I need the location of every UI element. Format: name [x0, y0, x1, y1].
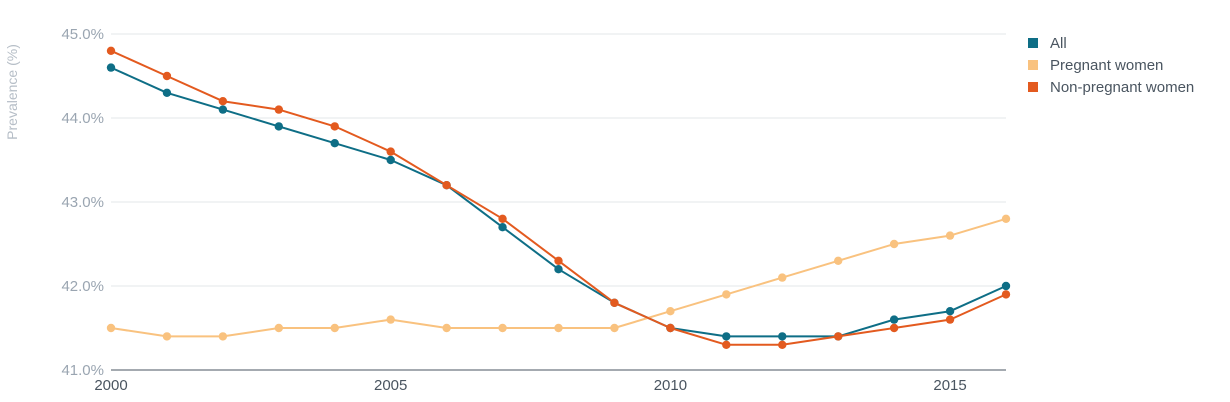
- data-point[interactable]: [274, 105, 284, 114]
- data-point[interactable]: [945, 307, 955, 316]
- x-tick-labels: 2000 2005 2010 2015: [94, 377, 966, 394]
- data-point[interactable]: [106, 46, 116, 55]
- y-tick-label: 42.0%: [61, 278, 104, 295]
- data-point[interactable]: [833, 332, 843, 341]
- legend-item[interactable]: Pregnant women: [1028, 54, 1194, 76]
- legend-label: Non-pregnant women: [1050, 78, 1195, 96]
- data-point[interactable]: [778, 340, 787, 349]
- data-point[interactable]: [554, 256, 563, 265]
- data-point[interactable]: [889, 323, 899, 333]
- x-tick-label: 2015: [933, 377, 966, 394]
- y-tick-label: 41.0%: [61, 362, 104, 379]
- data-point[interactable]: [945, 231, 955, 240]
- data-point[interactable]: [1001, 281, 1011, 291]
- data-point[interactable]: [330, 122, 339, 131]
- data-point[interactable]: [1001, 214, 1011, 223]
- data-point[interactable]: [106, 63, 116, 72]
- data-point[interactable]: [1001, 290, 1011, 299]
- data-point[interactable]: [498, 223, 507, 232]
- data-point[interactable]: [218, 97, 228, 106]
- data-point[interactable]: [274, 122, 284, 131]
- data-point[interactable]: [162, 71, 172, 81]
- legend-item[interactable]: Non-pregnant women: [1028, 76, 1194, 98]
- legend-item[interactable]: All: [1028, 32, 1194, 54]
- data-point[interactable]: [218, 105, 228, 114]
- series-line: [110, 217, 1007, 338]
- series-1: [106, 214, 1011, 341]
- data-point[interactable]: [386, 155, 395, 165]
- data-point[interactable]: [889, 315, 899, 324]
- data-point[interactable]: [554, 323, 563, 333]
- data-point[interactable]: [442, 181, 451, 190]
- x-tick-label: 2000: [94, 377, 127, 394]
- data-point[interactable]: [778, 273, 787, 282]
- legend-swatch: [1028, 60, 1038, 70]
- legend-label: Pregnant women: [1050, 56, 1164, 74]
- y-tick-label: 44.0%: [61, 110, 104, 127]
- data-point[interactable]: [778, 332, 787, 341]
- data-point[interactable]: [330, 139, 339, 148]
- data-point[interactable]: [386, 315, 395, 324]
- data-point[interactable]: [610, 323, 619, 333]
- legend-label: All: [1050, 34, 1067, 52]
- chart-legend: All Pregnant women Non-pregnant women: [1028, 32, 1194, 98]
- grid-lines: [111, 33, 1006, 371]
- series-line: [110, 49, 1007, 346]
- data-point[interactable]: [889, 239, 899, 249]
- x-tick-label: 2005: [374, 377, 407, 394]
- data-point[interactable]: [722, 290, 731, 299]
- y-tick-label: 45.0%: [61, 26, 104, 43]
- x-tick-label: 2010: [654, 377, 687, 394]
- y-axis-title: Prevalence (%): [4, 44, 20, 140]
- y-tick-label: 43.0%: [61, 194, 104, 211]
- data-point[interactable]: [498, 214, 507, 223]
- data-point[interactable]: [722, 340, 731, 349]
- y-tick-labels: 41.0% 42.0% 43.0% 44.0% 45.0%: [61, 26, 104, 379]
- data-point[interactable]: [554, 265, 563, 274]
- data-point[interactable]: [218, 332, 228, 341]
- data-point[interactable]: [722, 332, 731, 341]
- data-point[interactable]: [666, 307, 675, 316]
- data-point[interactable]: [833, 256, 843, 265]
- data-point[interactable]: [945, 315, 955, 324]
- data-point[interactable]: [610, 298, 619, 307]
- legend-swatch: [1028, 82, 1038, 92]
- data-point[interactable]: [162, 332, 172, 341]
- data-point[interactable]: [386, 147, 395, 156]
- data-point[interactable]: [274, 323, 284, 333]
- data-point[interactable]: [666, 323, 675, 333]
- data-point[interactable]: [498, 323, 507, 333]
- data-point[interactable]: [162, 88, 172, 98]
- series-2: [106, 46, 1011, 349]
- series-lines: [106, 46, 1011, 349]
- legend-swatch: [1028, 38, 1038, 48]
- data-point[interactable]: [330, 323, 339, 333]
- data-point[interactable]: [106, 323, 116, 333]
- data-point[interactable]: [442, 323, 451, 333]
